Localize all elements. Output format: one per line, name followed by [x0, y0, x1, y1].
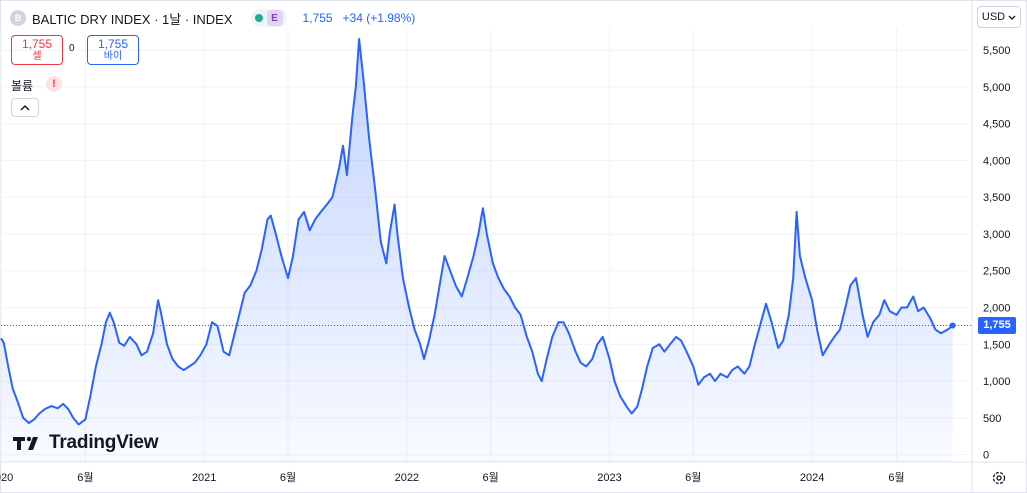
series-area — [1, 39, 953, 462]
exclamation-icon[interactable]: ! — [46, 76, 62, 92]
brand-name: TradingView — [49, 432, 159, 453]
y-tick-label: 5,000 — [983, 82, 1011, 94]
y-tick-label: 5,500 — [983, 45, 1011, 57]
symbol-title[interactable]: BALTIC DRY INDEX · 1날 · INDEX — [32, 11, 233, 27]
last-price-marker — [949, 322, 956, 329]
x-tick-label: 2023 — [597, 472, 621, 484]
buy-value: 1,755 — [97, 37, 129, 51]
symbol-logo-icon[interactable]: B — [10, 10, 26, 26]
data-badge: E — [266, 10, 283, 26]
sell-value: 1,755 — [21, 37, 53, 51]
x-tick-label: 2022 — [395, 472, 419, 484]
x-tick-label: 2024 — [800, 472, 824, 484]
x-tick-label: 6월 — [280, 471, 296, 484]
symbol-header: B BALTIC DRY INDEX · 1날 · INDEX E 1,755 … — [10, 8, 415, 28]
x-tick-label: 6월 — [685, 471, 701, 484]
y-tick-label: 2,500 — [983, 266, 1011, 278]
y-tick-label: 2,000 — [983, 303, 1011, 315]
y-tick-label: 1,500 — [983, 339, 1011, 351]
change-value: +34 (+1.98%) — [342, 11, 416, 25]
y-tick-label: 3,500 — [983, 192, 1011, 204]
tradingview-logo-icon — [13, 436, 38, 450]
market-status[interactable]: E — [250, 9, 287, 27]
buy-button[interactable]: 1,755 바이 — [87, 35, 139, 65]
volume-label[interactable]: 볼륨 — [11, 79, 34, 93]
chevron-down-icon — [1008, 15, 1016, 20]
buy-label: 바이 — [103, 51, 123, 62]
y-tick-label: 4,000 — [983, 155, 1011, 167]
y-tick-label: 500 — [983, 413, 1001, 425]
tradingview-brand[interactable]: TradingView — [13, 432, 159, 454]
sell-button[interactable]: 1,755 셀 — [11, 35, 63, 65]
y-tick-label: 3,000 — [983, 229, 1011, 241]
collapse-button[interactable] — [11, 98, 39, 117]
last-value: 1,755 — [302, 11, 333, 25]
spread-value: 0 — [69, 43, 75, 54]
x-tick-label: 6월 — [888, 471, 904, 484]
x-tick-label: 2021 — [192, 472, 216, 484]
last-price-tag: 1,755 — [978, 317, 1016, 335]
chevron-up-icon — [20, 104, 30, 110]
gear-icon — [992, 471, 1006, 485]
sell-label: 셀 — [32, 51, 42, 62]
market-open-icon — [254, 14, 263, 22]
x-tick-label: 6월 — [483, 471, 499, 484]
currency-button[interactable]: USD — [977, 6, 1021, 28]
y-tick-label: 1,000 — [983, 376, 1011, 388]
x-tick-label: 6월 — [77, 471, 93, 484]
currency-label: USD — [981, 11, 1006, 23]
settings-button[interactable] — [988, 467, 1010, 489]
x-tick-label: 2020 — [0, 472, 13, 484]
y-tick-label: 0 — [983, 450, 989, 462]
series-line — [0, 38, 954, 426]
y-tick-label: 4,500 — [983, 119, 1011, 131]
